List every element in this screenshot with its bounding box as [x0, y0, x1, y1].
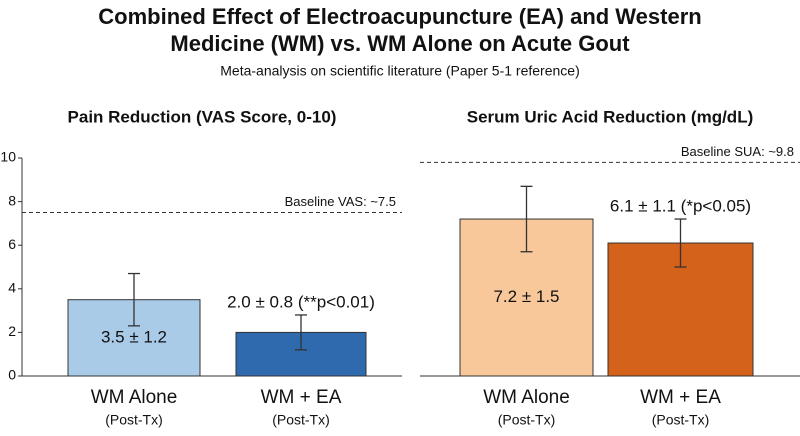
y-tick-label: 10: [0, 149, 16, 165]
x-tick-label: WM + EA: [261, 387, 342, 408]
x-tick-sublabel: (Post-Tx): [105, 412, 163, 428]
x-tick-sublabel: (Post-Tx): [272, 412, 330, 428]
x-tick-label: WM Alone: [91, 387, 178, 408]
title-line: Combined Effect of Electroacupuncture (E…: [98, 4, 701, 29]
x-tick-label: WM + EA: [640, 387, 721, 408]
value-label: 2.0 ± 0.8 (**p<0.01): [227, 292, 375, 311]
reference-label: Baseline VAS: ~7.5: [285, 194, 396, 209]
y-tick-label: 6: [8, 236, 16, 252]
reference-label: Baseline SUA: ~9.8: [681, 144, 794, 159]
value-label: 6.1 ± 1.1 (*p<0.05): [610, 197, 751, 216]
value-label: 7.2 ± 1.5: [493, 287, 559, 306]
value-label: 3.5 ± 1.2: [101, 327, 167, 346]
title-line: Medicine (WM) vs. WM Alone on Acute Gout: [170, 31, 630, 56]
x-tick-sublabel: (Post-Tx): [498, 412, 556, 428]
y-tick-label: 8: [8, 192, 16, 208]
panel-title: Pain Reduction (VAS Score, 0-10): [68, 107, 337, 126]
subtitle: Meta-analysis on scientific literature (…: [220, 63, 580, 79]
y-tick-label: 2: [8, 323, 16, 339]
panel-title: Serum Uric Acid Reduction (mg/dL): [467, 107, 754, 126]
y-tick-label: 0: [8, 367, 16, 383]
x-tick-label: WM Alone: [483, 387, 570, 408]
y-tick-label: 4: [8, 280, 16, 296]
x-tick-sublabel: (Post-Tx): [652, 412, 710, 428]
